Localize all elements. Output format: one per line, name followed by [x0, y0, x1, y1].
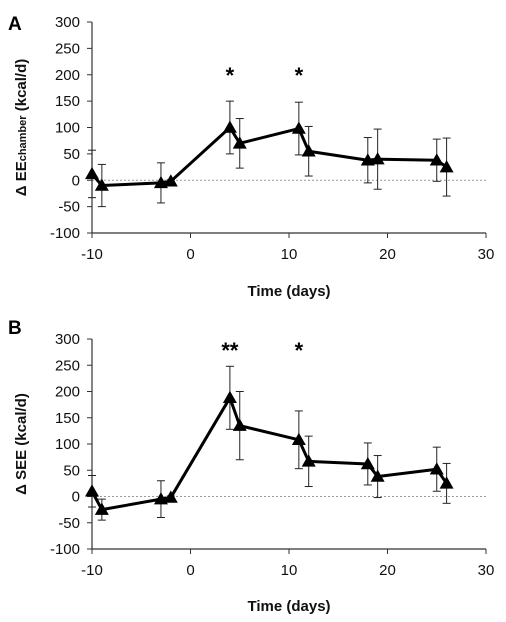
data-point-triangle [94, 502, 109, 515]
data-point-triangle [439, 160, 454, 173]
significance-annotation: * [295, 338, 304, 363]
data-point-triangle [301, 144, 316, 157]
series-line [90, 396, 448, 512]
data-point-triangle [163, 490, 178, 503]
y-tick-label: 50 [63, 146, 80, 163]
data-point-triangle [232, 418, 247, 431]
y-tick-label: -100 [50, 541, 80, 558]
data-point-triangle [232, 136, 247, 149]
data-point-triangle [153, 492, 168, 505]
data-point-triangle [85, 166, 99, 180]
x-tick-label: -10 [81, 246, 103, 263]
data-point-triangle [153, 175, 168, 189]
y-tick-label: 300 [55, 14, 80, 31]
panel-b-label: B [8, 318, 22, 339]
data-point-triangle [163, 174, 178, 187]
x-axis-label: Time (days) [247, 283, 330, 300]
y-tick-label: 250 [55, 357, 80, 374]
y-tick-label: 100 [55, 120, 80, 137]
data-point-triangle [360, 456, 375, 470]
data-point-triangle [429, 462, 444, 475]
data-point-triangle [291, 432, 306, 446]
data-point-triangle [370, 469, 385, 482]
y-tick-label: 0 [72, 172, 80, 189]
y-tick-label: 0 [72, 489, 80, 506]
x-tick-label: 30 [478, 562, 495, 579]
y-tick-label: -50 [58, 515, 80, 532]
x-tick-label: 20 [379, 562, 396, 579]
significance-annotation: * [295, 63, 304, 88]
y-tick-label: 50 [63, 462, 80, 479]
data-point-triangle [94, 178, 109, 191]
y-tick-label: -50 [58, 199, 80, 216]
x-tick-label: 10 [281, 246, 298, 263]
y-axis-label: Δ SEE (kcal/d) [13, 393, 30, 495]
x-axis-label: Time (days) [247, 598, 330, 615]
x-tick-label: -10 [81, 562, 103, 579]
x-tick-label: 0 [186, 246, 194, 263]
x-tick-label: 10 [281, 562, 298, 579]
y-tick-label: 200 [55, 67, 80, 84]
significance-annotation: * [226, 63, 235, 88]
data-point-triangle [439, 476, 454, 489]
panel-a-label: A [8, 14, 22, 35]
x-tick-label: 30 [478, 246, 495, 263]
series-line [90, 126, 448, 188]
data-point-triangle [301, 454, 316, 467]
data-point-triangle [429, 153, 444, 166]
y-tick-label: -100 [50, 225, 80, 242]
data-point-triangle [222, 390, 237, 404]
y-tick-label: 150 [55, 410, 80, 427]
data-point-triangle [85, 484, 99, 497]
y-tick-label: 200 [55, 384, 80, 401]
data-point-triangle [222, 120, 237, 133]
y-tick-label: 250 [55, 40, 80, 57]
y-axis-label: Δ EEchamber (kcal/d) [13, 59, 30, 197]
significance-annotation: ** [221, 338, 239, 363]
data-point-triangle [360, 153, 375, 166]
data-point-triangle [370, 152, 385, 165]
y-tick-label: 150 [55, 93, 80, 110]
data-point-triangle [291, 121, 306, 134]
y-tick-label: 100 [55, 436, 80, 453]
x-tick-label: 0 [186, 562, 194, 579]
y-tick-label: 300 [55, 331, 80, 348]
x-tick-label: 20 [379, 246, 396, 263]
